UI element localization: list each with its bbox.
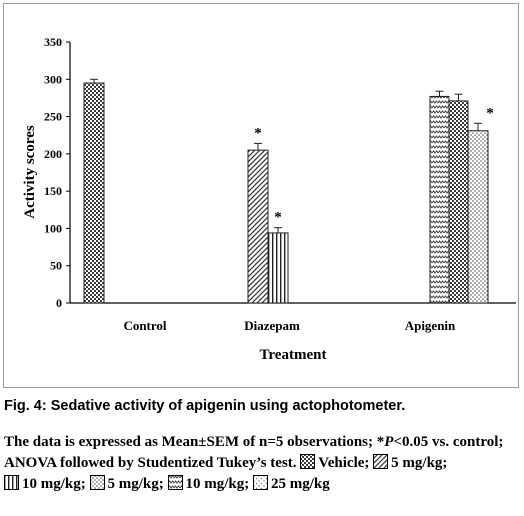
legend-label: 5 mg/kg;	[107, 476, 164, 492]
figure-frame	[3, 3, 519, 388]
caption-note-start: The data is expressed as Mean±SEM of n=5…	[4, 434, 385, 450]
y-axis: 0 50 100 150 200 250 300 350	[44, 35, 71, 310]
legend-swatch-zigzag	[167, 475, 183, 490]
caption-note-end: <0.05 vs. control; ANOVA followed by Stu…	[4, 434, 504, 471]
x-tick-label: Diazepam	[244, 318, 300, 333]
significance-marker: *	[274, 210, 282, 226]
bars: * * *	[83, 78, 494, 304]
legend-swatch-vert	[4, 475, 19, 490]
legend-swatch-dots	[89, 475, 105, 490]
figure-caption: Fig. 4: Sedative activity of apigenin us…	[4, 398, 520, 495]
significance-marker: *	[254, 125, 262, 141]
x-axis: Control Diazepam Apigenin	[70, 302, 516, 333]
bar	[247, 149, 269, 304]
legend-label: 10 mg/kg;	[22, 476, 86, 492]
legend-swatch-diag	[373, 454, 389, 469]
y-axis-label: Activity scores	[22, 125, 38, 219]
bar	[429, 95, 450, 304]
legend-label: 10 mg/kg;	[185, 476, 250, 492]
legend-swatch-sparse	[253, 475, 268, 490]
y-tick-label: 200	[44, 147, 62, 161]
caption-title: Fig. 4: Sedative activity of apigenin us…	[4, 398, 406, 414]
x-axis-label: Treatment	[260, 347, 327, 363]
legend-label: 5 mg/kg;	[391, 455, 448, 471]
legend-item: 10 mg/kg;	[4, 475, 86, 492]
legend-item: 10 mg/kg;	[167, 475, 250, 492]
caption-legend: Vehicle; 5 mg/kg; 10 mg/kg; 5 mg/kg; 10 …	[4, 454, 448, 492]
significance-marker: *	[486, 105, 494, 121]
y-tick-label: 250	[44, 110, 62, 124]
y-tick-label: 100	[44, 221, 62, 235]
x-tick-label: Apigenin	[405, 318, 456, 333]
y-tick-label: 350	[44, 35, 62, 49]
bar	[83, 82, 105, 304]
legend-item: Vehicle;	[300, 454, 370, 471]
y-tick-label: 150	[44, 184, 62, 198]
y-tick-label: 300	[44, 72, 62, 86]
legend-swatch-checker	[300, 454, 316, 469]
legend-item: 5 mg/kg;	[89, 475, 164, 492]
legend-item: 5 mg/kg;	[373, 454, 448, 471]
caption-p-symbol: P	[384, 434, 394, 450]
y-tick-label: 50	[50, 259, 62, 273]
caption-note: The data is expressed as Mean±SEM of n=5…	[4, 432, 520, 495]
legend-label: Vehicle;	[318, 455, 370, 471]
legend-item: 25 mg/kg	[253, 475, 330, 492]
bar-chart: 0 50 100 150 200 250 300 350 Control Diazepam Api…	[22, 35, 516, 363]
legend-label: 25 mg/kg	[271, 476, 330, 492]
bar	[448, 100, 469, 304]
x-tick-label: Control	[123, 318, 166, 333]
bar	[267, 232, 289, 304]
bar	[467, 130, 489, 304]
y-tick-label: 0	[56, 296, 62, 310]
